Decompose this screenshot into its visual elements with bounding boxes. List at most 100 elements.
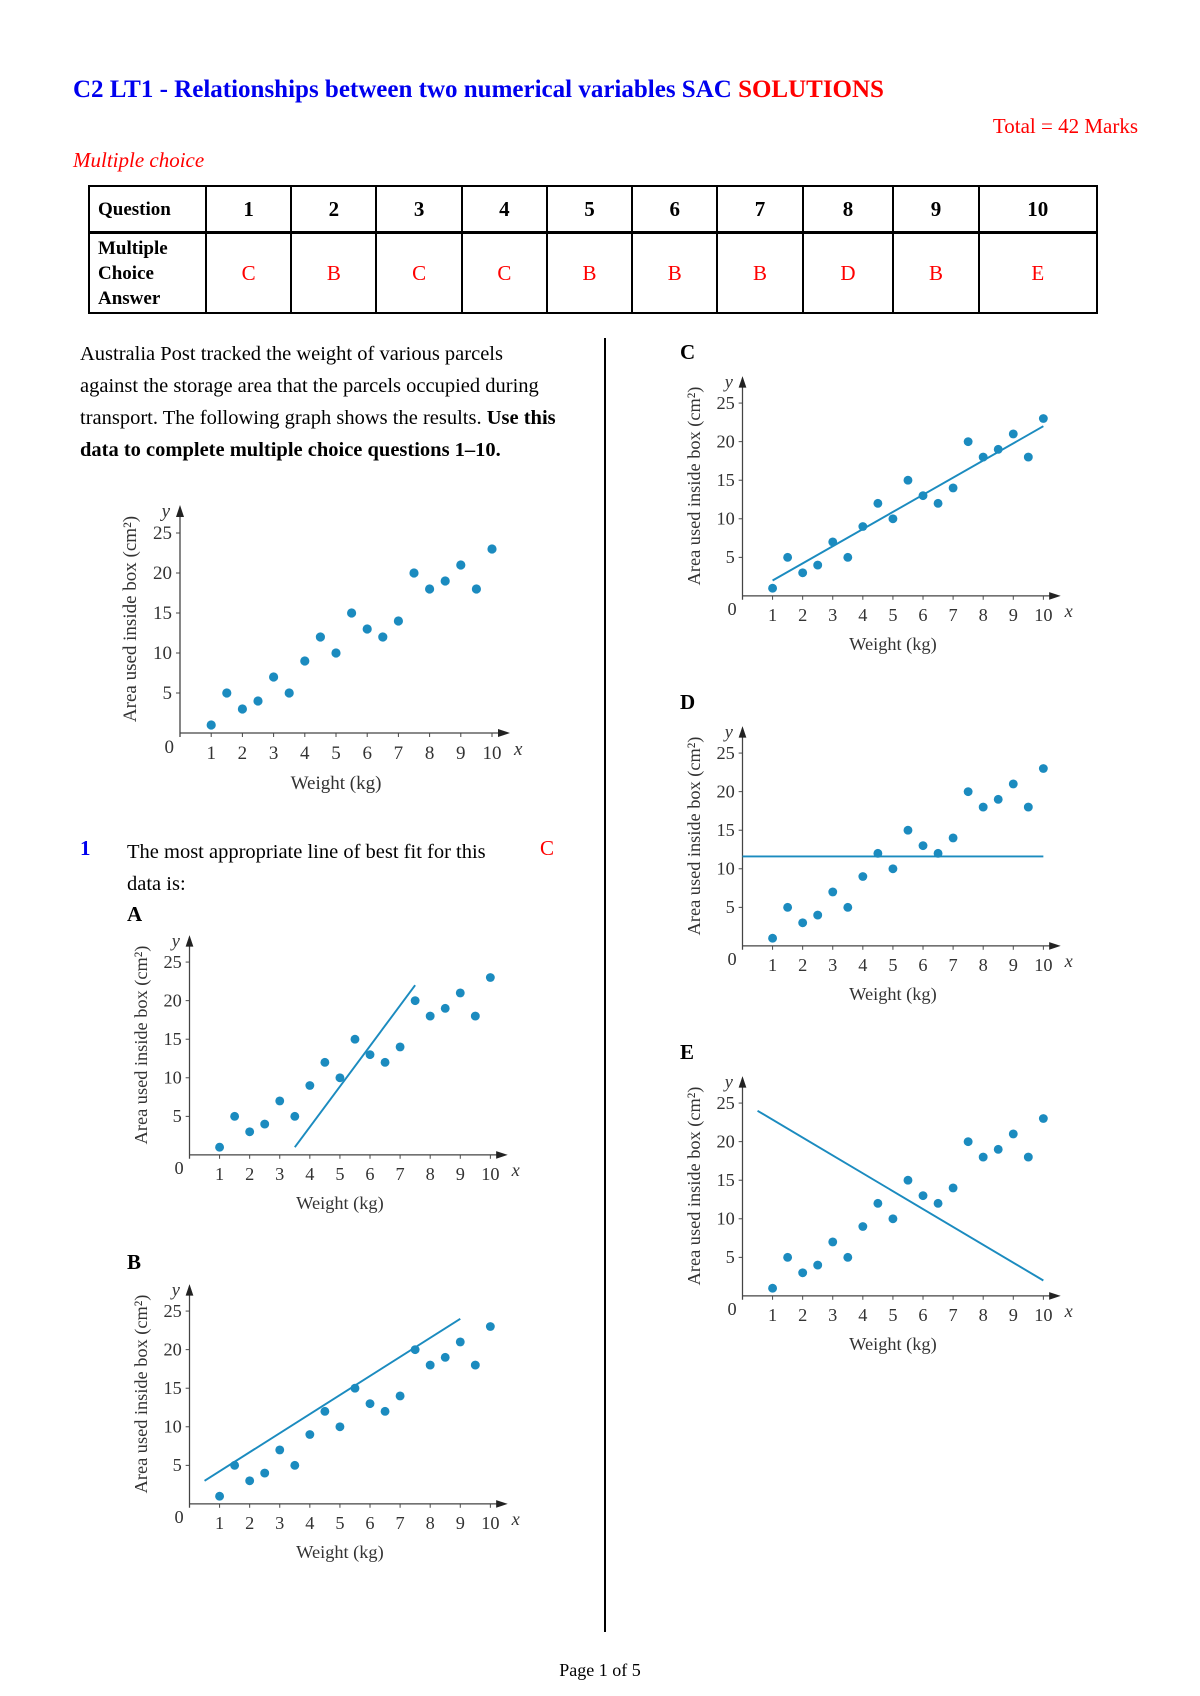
origin-label: 0 (728, 949, 737, 969)
data-point (335, 1422, 345, 1432)
answer-header: Multiple Choice Answer (88, 231, 207, 314)
x-tick-label: 3 (828, 1305, 837, 1325)
y-symbol: y (723, 722, 734, 742)
data-point (260, 1468, 270, 1478)
data-point (813, 560, 823, 570)
data-point (395, 1391, 405, 1401)
data-point (903, 825, 913, 835)
data-point (409, 568, 419, 578)
data-point (1008, 1129, 1018, 1139)
x-symbol: x (511, 1509, 520, 1529)
data-point (331, 648, 341, 658)
question-number-cell: 4 (460, 185, 548, 234)
data-point (798, 568, 808, 578)
x-tick-label: 2 (238, 743, 248, 764)
data-point (245, 1476, 255, 1486)
data-point (395, 1042, 405, 1052)
page-title: C2 LT1 - Relationships between two numer… (73, 76, 884, 104)
data-point (828, 1237, 838, 1247)
data-point (888, 514, 898, 524)
data-point (230, 1460, 240, 1470)
chart-svg: y x 0 1 2 3 4 5 6 7 8 9 10 5 10 15 20 25 Weight (kg) Area u… (684, 1072, 1073, 1355)
x-axis-arrow-icon (496, 1500, 508, 1508)
question-number-cell: 10 (977, 185, 1099, 234)
x-tick-label: 8 (979, 605, 988, 625)
y-tick-label: 5 (173, 1455, 182, 1475)
data-point (903, 475, 913, 485)
y-tick-label: 20 (716, 431, 734, 451)
data-point (918, 1191, 928, 1201)
x-tick-label: 5 (335, 1164, 344, 1184)
x-tick-label: 5 (331, 743, 341, 764)
data-point (290, 1111, 300, 1121)
data-point (350, 1034, 360, 1044)
scatter-chart-option-c: y x 0 1 2 3 4 5 6 7 8 9 10 5 10 15 20 25 Weight (kg) Area u… (675, 368, 1080, 658)
y-tick-label: 20 (163, 1339, 181, 1359)
data-point (215, 1491, 225, 1501)
line-of-best-fit (772, 425, 1044, 582)
y-tick-label: 5 (726, 897, 735, 917)
data-point (1038, 764, 1048, 773)
scatter-chart-option-a: y x 0 1 2 3 4 5 6 7 8 9 10 5 10 15 20 25 Weight (kg) Area u… (122, 927, 527, 1217)
column-divider (604, 338, 606, 1632)
x-axis-label: Weight (kg) (296, 1193, 384, 1214)
data-point (305, 1430, 315, 1439)
title-solutions: SOLUTIONS (738, 76, 884, 103)
x-axis-arrow-icon (1049, 592, 1061, 600)
origin-label: 0 (165, 737, 175, 758)
data-point (888, 1214, 898, 1224)
x-tick-label: 9 (456, 1164, 465, 1184)
y-tick-label: 10 (716, 1209, 734, 1229)
data-point (284, 688, 294, 698)
data-point (768, 583, 778, 593)
data-point (300, 656, 310, 666)
answer-cell: C (204, 231, 293, 314)
x-symbol: x (1064, 1301, 1073, 1321)
data-point (260, 1119, 270, 1129)
x-axis-label: Weight (kg) (296, 1542, 384, 1563)
y-axis-arrow-icon (185, 1284, 194, 1296)
data-point (456, 560, 466, 570)
x-tick-label: 6 (365, 1164, 374, 1184)
data-point (365, 1399, 375, 1409)
x-tick-label: 6 (918, 955, 927, 975)
data-point (963, 437, 973, 447)
y-tick-label: 15 (716, 820, 734, 840)
data-point (470, 1360, 480, 1370)
data-point (362, 624, 372, 634)
y-axis-label: Area used inside box (cm²) (131, 1295, 152, 1494)
data-point (798, 918, 808, 928)
title-text: C2 LT1 - Relationships between two numer… (73, 76, 732, 103)
data-point (425, 584, 435, 594)
data-point (320, 1057, 330, 1067)
y-tick-label: 5 (726, 1247, 735, 1267)
y-tick-label: 20 (163, 990, 181, 1010)
scatter-chart-main: y x 0 1 2 3 4 5 6 7 8 9 10 5 10 15 20 25 Weight (kg) Area u… (110, 497, 530, 797)
data-point (783, 552, 793, 562)
data-point (485, 973, 495, 982)
section-heading: Multiple choice (73, 148, 205, 172)
question-number-cell: 6 (631, 185, 719, 234)
data-point (455, 1337, 465, 1347)
scatter-chart-option-e: y x 0 1 2 3 4 5 6 7 8 9 10 5 10 15 20 25 Weight (kg) Area u… (675, 1068, 1080, 1358)
y-tick-label: 5 (173, 1106, 182, 1126)
data-point (275, 1096, 285, 1106)
data-point (275, 1445, 285, 1455)
data-point (290, 1460, 300, 1470)
x-tick-label: 9 (1009, 955, 1018, 975)
data-point (963, 787, 973, 797)
data-point (843, 902, 853, 912)
y-tick-label: 25 (153, 523, 172, 544)
x-tick-label: 4 (300, 743, 310, 764)
y-tick-label: 15 (716, 1170, 734, 1190)
y-symbol: y (723, 1072, 734, 1092)
line-of-best-fit (757, 1109, 1044, 1282)
x-tick-label: 4 (858, 1305, 867, 1325)
x-tick-label: 9 (456, 743, 466, 764)
y-symbol: y (723, 372, 734, 392)
x-tick-label: 3 (828, 955, 837, 975)
line-of-best-fit (294, 984, 416, 1148)
y-tick-label: 25 (716, 1093, 734, 1113)
data-point (768, 1283, 778, 1293)
x-tick-label: 1 (215, 1513, 224, 1533)
